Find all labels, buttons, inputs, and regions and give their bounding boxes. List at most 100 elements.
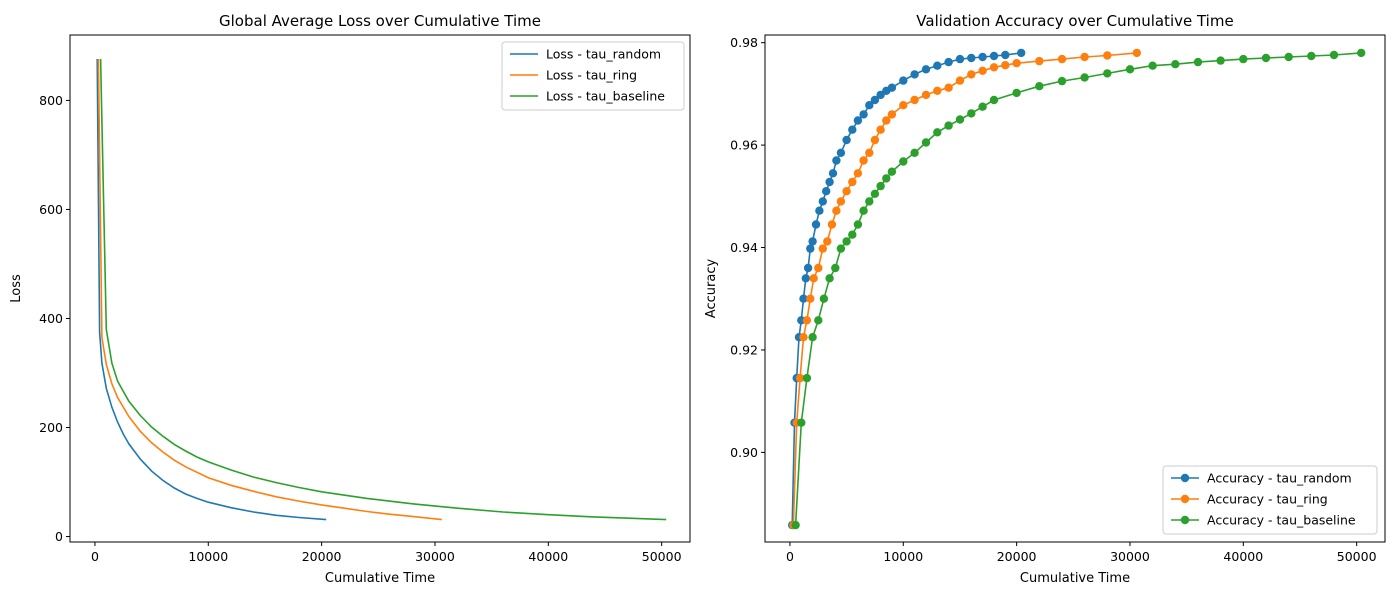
data-point-accuracy-tau-random [899, 76, 908, 85]
legend-item-loss-tau-ring: Loss - tau_ring [510, 68, 637, 83]
legend-label: Loss - tau_ring [546, 68, 637, 83]
data-point-accuracy-tau-random [842, 135, 851, 145]
accuracy-chart-title: Validation Accuracy over Cumulative Time [916, 12, 1233, 30]
data-point-accuracy-tau-ring [882, 116, 891, 125]
data-point-accuracy-tau-ring [814, 263, 823, 273]
data-point-accuracy-tau-ring [944, 83, 953, 92]
loss-y-tick-label: 600 [39, 202, 63, 217]
loss-x-tick-label: 20000 [302, 549, 342, 564]
accuracy-x-axis-label: Cumulative Time [1020, 571, 1130, 586]
accuracy-y-axis-label: Accuracy [704, 259, 719, 319]
legend-label: Loss - tau_random [546, 47, 661, 62]
legend-item-accuracy-tau-baseline: Accuracy - tau_baseline [1171, 513, 1356, 528]
data-point-accuracy-tau-ring [823, 237, 832, 246]
loss-chart-panel: Global Average Loss over Cumulative Time… [9, 12, 691, 586]
data-point-accuracy-tau-ring [818, 244, 827, 253]
loss-chart-title: Global Average Loss over Cumulative Time [219, 12, 541, 30]
data-point-accuracy-tau-ring [1012, 59, 1021, 68]
data-point-accuracy-tau-baseline [1216, 56, 1225, 65]
data-point-accuracy-tau-baseline [1080, 73, 1089, 82]
data-point-accuracy-tau-ring [1001, 60, 1010, 70]
accuracy-y-tick-label: 0.98 [730, 35, 758, 50]
legend-item-loss-tau-random: Loss - tau_random [510, 47, 661, 62]
data-point-accuracy-tau-baseline [831, 263, 840, 273]
data-point-accuracy-tau-baseline [967, 109, 976, 118]
data-point-accuracy-tau-random [1017, 48, 1026, 58]
accuracy-legend: Accuracy - tau_random Accuracy - tau_ring… [1162, 465, 1378, 535]
data-point-accuracy-tau-baseline [1125, 65, 1135, 74]
data-point-accuracy-tau-random [978, 52, 987, 62]
data-point-accuracy-tau-baseline [836, 244, 846, 253]
accuracy-plot-frame [764, 34, 1386, 543]
data-point-accuracy-tau-baseline [1307, 51, 1316, 61]
loss-y-tick-label: 200 [39, 420, 63, 435]
data-point-accuracy-tau-random [822, 187, 831, 196]
data-point-accuracy-tau-ring [795, 373, 805, 383]
legend-label: Accuracy - tau_baseline [1207, 513, 1356, 528]
data-point-accuracy-tau-random [910, 70, 919, 79]
data-point-accuracy-tau-baseline [921, 138, 931, 147]
loss-x-tick-label: 40000 [528, 549, 568, 564]
data-point-accuracy-tau-baseline [802, 373, 812, 383]
accuracy-chart-panel: Validation Accuracy over Cumulative Time… [704, 12, 1386, 586]
legend-marker [1180, 494, 1190, 504]
loss-plot-frame [69, 34, 691, 543]
data-point-accuracy-tau-ring [921, 90, 931, 100]
data-point-accuracy-tau-baseline [797, 418, 806, 427]
loss-legend: Loss - tau_random Loss - tau_ring Loss - t… [501, 41, 685, 111]
data-point-accuracy-tau-ring [910, 95, 919, 105]
data-point-accuracy-tau-baseline [955, 115, 965, 124]
data-point-accuracy-tau-baseline [887, 167, 897, 176]
data-point-accuracy-tau-baseline [1057, 76, 1067, 86]
accuracy-y-tick-label: 0.94 [730, 240, 758, 255]
data-point-accuracy-tau-random [801, 274, 810, 283]
data-point-accuracy-tau-baseline [1193, 57, 1203, 67]
accuracy-legend-box [1162, 465, 1378, 535]
data-point-accuracy-tau-random [828, 169, 838, 178]
data-point-accuracy-tau-ring [1132, 48, 1142, 58]
loss-x-axis-label: Cumulative Time [325, 571, 435, 586]
data-point-accuracy-tau-random [811, 220, 821, 229]
accuracy-x-tick-label: 30000 [1110, 549, 1150, 564]
legend-marker [1180, 515, 1190, 525]
data-point-accuracy-tau-ring [1057, 54, 1067, 64]
data-point-accuracy-tau-baseline [859, 206, 868, 215]
data-point-accuracy-tau-baseline [848, 230, 857, 239]
data-point-accuracy-tau-random [825, 177, 834, 187]
loss-x-tick-label: 50000 [642, 549, 682, 564]
data-point-accuracy-tau-baseline [944, 121, 953, 130]
series-line-loss-tau-random [96, 58, 327, 521]
data-point-accuracy-tau-random [870, 95, 880, 105]
data-point-accuracy-tau-ring [955, 76, 965, 85]
data-point-accuracy-tau-random [815, 206, 824, 215]
data-point-accuracy-tau-baseline [819, 294, 829, 303]
data-point-accuracy-tau-baseline [1012, 88, 1021, 98]
data-point-accuracy-tau-baseline [933, 128, 942, 137]
data-point-accuracy-tau-ring [836, 197, 846, 206]
data-point-accuracy-tau-baseline [808, 333, 817, 342]
loss-legend-box [501, 41, 685, 111]
accuracy-x-tick-label: 20000 [997, 549, 1037, 564]
data-point-accuracy-tau-ring [978, 66, 987, 76]
data-point-accuracy-tau-baseline [1103, 69, 1112, 78]
data-point-accuracy-tau-random [818, 197, 827, 206]
data-point-accuracy-tau-ring [967, 70, 976, 79]
data-point-accuracy-tau-ring [842, 187, 851, 196]
data-point-accuracy-tau-ring [876, 125, 885, 134]
data-point-accuracy-tau-random [921, 65, 931, 74]
data-point-accuracy-tau-ring [809, 274, 818, 283]
data-point-accuracy-tau-random [887, 83, 897, 92]
loss-y-tick-label: 800 [39, 93, 63, 108]
data-point-accuracy-tau-baseline [899, 157, 908, 166]
data-point-accuracy-tau-random [799, 294, 808, 303]
data-point-accuracy-tau-baseline [1171, 59, 1180, 69]
legend-marker [1180, 473, 1190, 483]
data-point-accuracy-tau-random [853, 116, 863, 125]
accuracy-x-tick-label: 50000 [1337, 549, 1377, 564]
data-point-accuracy-tau-random [803, 263, 813, 273]
data-point-accuracy-tau-baseline [978, 102, 987, 111]
data-point-accuracy-tau-baseline [989, 95, 999, 105]
data-point-accuracy-tau-ring [899, 101, 908, 110]
accuracy-x-tick-label: 0 [786, 549, 794, 564]
data-point-accuracy-tau-baseline [865, 197, 874, 206]
